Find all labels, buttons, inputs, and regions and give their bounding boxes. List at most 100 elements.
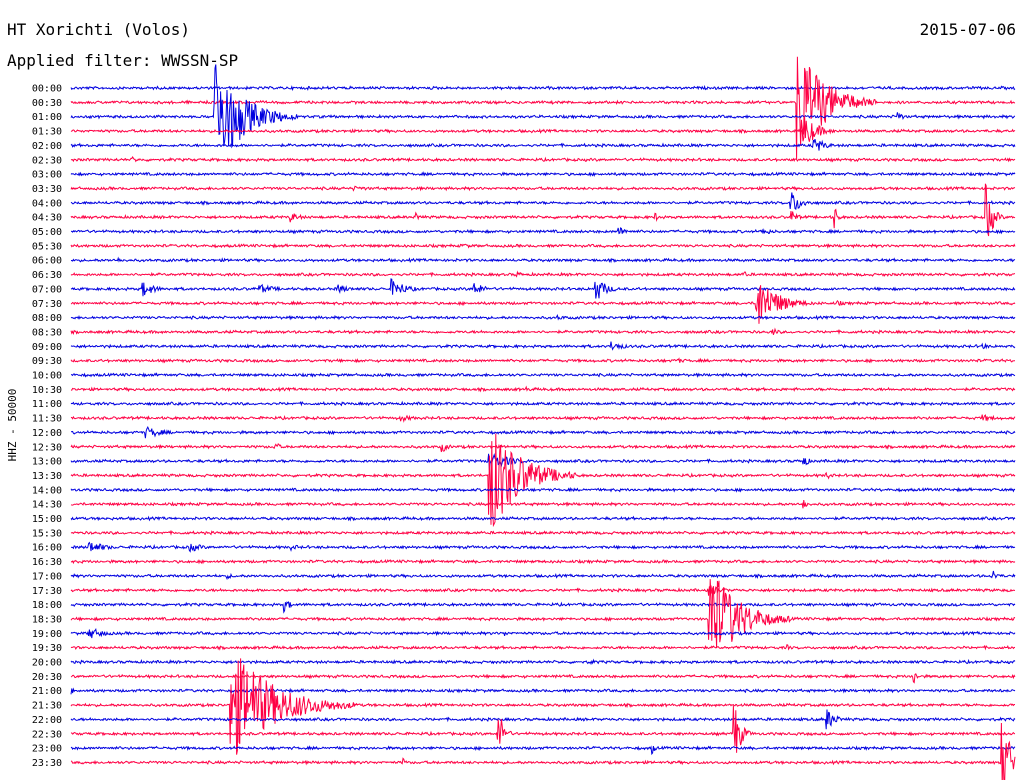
trace-time-label: 20:30 [32,672,62,683]
seismic-trace [70,84,1016,92]
trace-time-label: 11:00 [32,399,62,410]
station-title: HT Xorichti (Volos) [7,20,190,39]
trace-time-label: 04:30 [32,213,62,224]
trace-time-label: 13:30 [32,471,62,482]
seismic-trace [70,643,1016,651]
seismic-trace [70,414,1016,423]
trace-time-label: 09:00 [32,342,62,353]
trace-time-label: 16:00 [32,543,62,554]
seismic-trace [70,585,1015,596]
trace-time-label: 11:30 [32,414,62,425]
seismic-trace [70,443,1016,453]
seismic-trace [70,183,1016,237]
trace-time-label: 17:00 [32,571,62,582]
seismic-trace [70,425,1016,439]
trace-time-label: 18:30 [32,614,62,625]
seismic-trace [70,341,1016,351]
trace-time-label: 21:00 [32,686,62,697]
seismic-trace [70,486,1016,493]
trace-time-label: 23:00 [32,744,62,755]
seismic-trace [70,499,1016,509]
trace-time-label: 19:30 [32,643,62,654]
seismic-trace [70,705,1016,753]
seismic-trace [70,171,1016,177]
seismic-trace [70,56,1016,160]
seismic-trace [70,673,1016,684]
trace-time-label: 18:00 [32,600,62,611]
trace-time-label: 06:00 [32,256,62,267]
seismic-trace [70,227,1016,235]
trace-time-label: 01:00 [32,112,62,123]
trace-time-label: 07:00 [32,284,62,295]
seismic-trace [70,270,1016,278]
trace-time-label: 05:00 [32,227,62,238]
seismic-trace [70,116,1016,142]
trace-time-label: 08:30 [32,327,62,338]
seismic-trace [70,687,1016,695]
seismic-trace [70,385,1016,393]
channel-axis-label: HHZ - 50000 [6,389,19,462]
trace-time-label: 12:00 [32,428,62,439]
trace-time-label: 20:00 [32,658,62,669]
seismic-trace [70,658,1015,755]
seismic-trace [70,570,1016,581]
seismic-trace [70,185,1016,192]
seismic-trace [70,709,1016,730]
trace-time-label: 12:30 [32,442,62,453]
seismic-trace [70,314,1016,321]
seismic-trace [70,372,1016,378]
seismic-trace [70,658,1016,666]
seismic-trace [70,278,1016,299]
seismic-trace [70,64,1016,149]
seismic-trace [70,627,1016,639]
trace-time-label: 17:30 [32,586,62,597]
seismic-trace [70,745,1016,756]
trace-time-label: 10:30 [32,385,62,396]
seismic-trace [70,357,1015,364]
trace-time-label: 01:30 [32,127,62,138]
seismic-trace [70,285,1016,324]
seismic-trace [70,433,1016,528]
trace-time-label: 00:00 [32,84,62,95]
seismic-trace [70,722,1016,780]
trace-time-label: 02:00 [32,141,62,152]
trace-time-label: 15:30 [32,528,62,539]
seismic-trace [70,400,1016,407]
seismic-trace [70,327,1016,336]
trace-time-label: 14:00 [32,485,62,496]
seismic-trace [70,256,1016,264]
trace-time-label: 22:30 [32,729,62,740]
trace-time-label: 15:00 [32,514,62,525]
trace-time-label: 21:30 [32,701,62,712]
seismic-trace [70,192,1016,210]
seismic-trace [70,453,1016,471]
filter-label: Applied filter: WWSSN-SP [7,51,238,70]
trace-time-label: 16:30 [32,557,62,568]
trace-time-label: 08:00 [32,313,62,324]
trace-time-label: 09:30 [32,356,62,367]
trace-time-label: 02:30 [32,155,62,166]
seismic-trace [70,242,1016,249]
seismic-trace [70,600,1016,614]
trace-group: 00:00 00:30 01:00 01:30 02:00 02:30 03:00 03:30… [32,56,1016,780]
seismic-trace [70,529,1016,536]
trace-time-label: 23:30 [32,758,62,769]
trace-time-label: 05:30 [32,241,62,252]
trace-time-label: 13:00 [32,457,62,468]
trace-time-label: 22:00 [32,715,62,726]
seismic-trace [70,579,1016,649]
seismic-trace [70,541,1016,553]
date-label: 2015-07-06 [920,20,1016,39]
trace-time-label: 06:30 [32,270,62,281]
trace-time-label: 07:30 [32,299,62,310]
seismic-trace [70,558,1016,565]
seismic-trace [70,515,1016,522]
seismic-trace [70,156,1016,163]
seismic-trace [70,138,1016,151]
trace-time-label: 03:00 [32,170,62,181]
trace-time-label: 04:00 [32,198,62,209]
trace-time-label: 19:00 [32,629,62,640]
trace-time-label: 00:30 [32,98,62,109]
trace-time-label: 03:30 [32,184,62,195]
